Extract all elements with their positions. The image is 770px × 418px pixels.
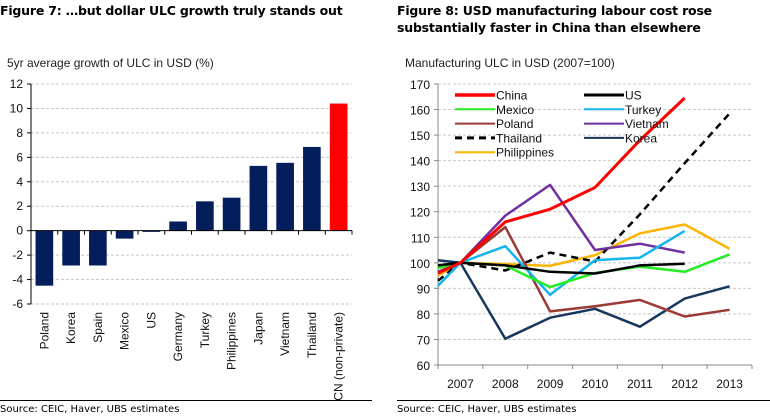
y-tick-label: 6 xyxy=(16,150,23,164)
x-tick-label: CN (non-private) xyxy=(332,312,346,401)
y-tick-label: -6 xyxy=(12,297,23,311)
bar-japan xyxy=(249,165,268,231)
y-tick-label: 8 xyxy=(16,126,23,140)
bar-poland xyxy=(35,230,54,286)
y-tick-label: -2 xyxy=(12,248,23,262)
x-tick-label: 2012 xyxy=(671,377,698,391)
x-tick-label: 2007 xyxy=(447,377,474,391)
y-tick-label: 110 xyxy=(411,231,430,245)
left-source-note: Source: CEIC, Haver, UBS estimates xyxy=(0,404,180,415)
y-tick-label: 170 xyxy=(410,78,430,92)
figure-8-title-line2: substantially faster in China than elsew… xyxy=(397,20,701,35)
series-line-philippines xyxy=(437,223,731,277)
series-line-thailand xyxy=(437,112,731,282)
legend-label-philippines: Philippines xyxy=(496,146,554,160)
legend-label-turkey: Turkey xyxy=(625,103,661,117)
right-source-rule xyxy=(397,400,770,401)
x-tick-label: 2008 xyxy=(492,377,519,391)
y-tick-label: 0 xyxy=(16,224,23,238)
bar-vietnam xyxy=(276,162,294,231)
bar-chart: 12 10 8 6 4 2 0 -2 -4 -6 Poland Korea Spain Mexico US G… xyxy=(10,77,353,401)
series-line-korea xyxy=(437,259,730,340)
x-tick-label: 2011 xyxy=(627,377,653,391)
series-line-china xyxy=(437,96,686,275)
legend-label-poland: Poland xyxy=(496,117,533,131)
x-tick-label: Philippines xyxy=(225,312,239,370)
y-tick-label: 90 xyxy=(417,282,431,296)
legend-label-mexico: Mexico xyxy=(496,103,534,117)
bar-germany xyxy=(169,221,187,231)
x-tick-label: Thailand xyxy=(305,312,319,358)
legend-label-vietnam: Vietnam xyxy=(625,117,669,131)
bar-us xyxy=(142,230,161,232)
y-tick-label: 70 xyxy=(417,333,431,347)
bar-thailand xyxy=(303,146,321,231)
figure-8-title-line1: Figure 8: USD manufacturing labour cost … xyxy=(397,3,712,18)
x-tick-label: 2013 xyxy=(716,377,743,391)
series-line-mexico xyxy=(437,253,731,289)
bar-turkey xyxy=(196,201,214,231)
legend-label-china: China xyxy=(496,89,528,103)
x-tick-label: Japan xyxy=(251,312,265,345)
x-tick-label: Turkey xyxy=(198,312,212,348)
x-tick-label: Mexico xyxy=(118,312,132,350)
x-tick-label: 2009 xyxy=(537,377,564,391)
bar-cn-non-private xyxy=(329,103,348,231)
x-tick-label: Germany xyxy=(171,312,185,361)
x-tick-label: Korea xyxy=(64,312,78,344)
legend-label-korea: Korea xyxy=(625,131,657,145)
right-source-note: Source: CEIC, Haver, UBS estimates xyxy=(397,404,577,415)
bar-chart-subtitle: 5yr average growth of ULC in USD (%) xyxy=(7,56,214,70)
bar-korea xyxy=(62,230,80,266)
y-tick-label: 100 xyxy=(410,257,430,271)
series-line-turkey xyxy=(437,229,686,297)
series-line-poland xyxy=(437,225,730,318)
line-chart-subtitle: Manufacturing ULC in USD (2007=100) xyxy=(405,56,615,70)
figure-7-title: Figure 7: …but dollar ULC growth truly s… xyxy=(0,3,343,18)
y-tick-label: -4 xyxy=(12,273,23,287)
y-tick-label: 120 xyxy=(410,206,430,220)
series-line-vietnam xyxy=(437,183,685,273)
y-tick-label: 4 xyxy=(16,175,23,189)
x-tick-label: 2010 xyxy=(582,377,609,391)
legend-label-thailand: Thailand xyxy=(496,131,542,145)
y-tick-label: 60 xyxy=(417,359,431,373)
y-tick-label: 12 xyxy=(10,77,24,91)
y-tick-label: 160 xyxy=(410,104,430,118)
y-tick-label: 10 xyxy=(10,101,24,115)
bar-philippines xyxy=(222,197,241,231)
bar-mexico xyxy=(115,230,134,239)
y-tick-label: 150 xyxy=(410,129,430,143)
x-tick-label: US xyxy=(144,312,158,329)
series-line-us xyxy=(437,261,685,275)
y-tick-label: 2 xyxy=(16,199,23,213)
y-tick-label: 140 xyxy=(410,155,430,169)
x-tick-label: Poland xyxy=(37,312,51,349)
x-tick-label: Vietnam xyxy=(278,312,292,356)
y-tick-label: 130 xyxy=(410,180,430,194)
y-tick-label: 80 xyxy=(417,308,431,322)
legend-label-us: US xyxy=(625,89,642,103)
bar-spain xyxy=(89,230,107,266)
left-source-rule xyxy=(0,400,372,401)
x-tick-label: Spain xyxy=(91,312,105,343)
